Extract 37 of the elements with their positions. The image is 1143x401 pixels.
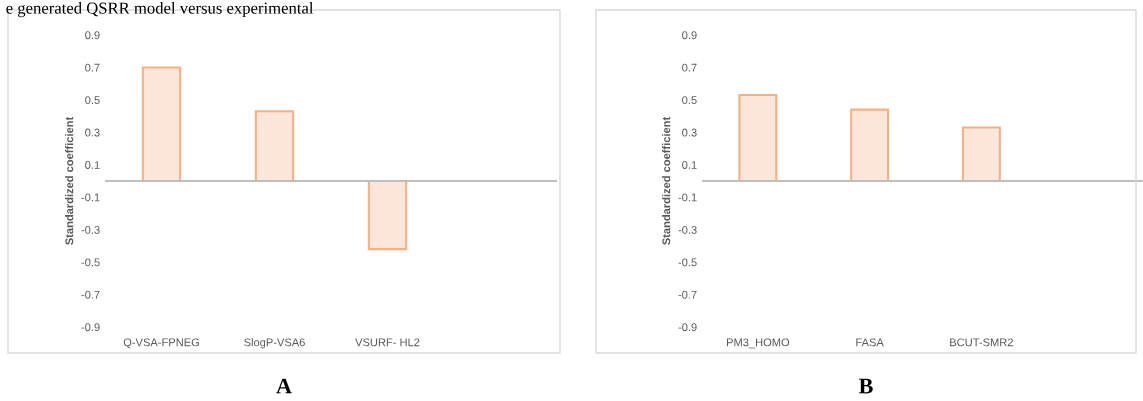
bar <box>961 126 1001 183</box>
y-tick-label: -0.3 <box>81 225 100 234</box>
y-tick-label: 0.3 <box>85 128 100 137</box>
y-axis-title: Standardized coefficient <box>662 116 671 245</box>
y-tick-label: -0.7 <box>678 290 697 299</box>
text: A <box>276 378 292 394</box>
bar <box>254 110 295 183</box>
y-tick-label: 0.7 <box>85 63 100 72</box>
bar <box>738 93 778 183</box>
y-tick-label: 0.7 <box>682 63 697 72</box>
text: e generated QSRR model versus experimental <box>6 2 314 18</box>
y-tick-label: -0.3 <box>678 225 697 234</box>
y-tick-label: -0.9 <box>678 323 697 332</box>
bar <box>141 66 182 183</box>
y-tick-label: 0.1 <box>682 161 697 169</box>
x-tick-label: Q-VSA-FPNEG <box>123 338 199 349</box>
bar <box>850 108 890 183</box>
y-tick-label: 0.5 <box>682 96 697 105</box>
x-tick-label: BCUT-SMR2 <box>950 338 1013 347</box>
y-tick-label: 0.5 <box>85 96 100 105</box>
y-tick-label: 0.9 <box>85 31 100 40</box>
y-tick-label: -0.7 <box>81 290 100 299</box>
bar <box>367 179 408 251</box>
y-tick-label: -0.1 <box>678 193 697 202</box>
y-axis-title: Standardized coefficient <box>65 116 74 245</box>
text: B <box>858 378 873 394</box>
y-tick-label: 0.9 <box>682 31 697 40</box>
x-tick-label: SlogP-VSA6 <box>244 338 305 349</box>
x-tick-label: VSURF- HL2 <box>355 338 420 347</box>
y-tick-label: -0.9 <box>81 323 100 332</box>
y-tick-label: -0.5 <box>678 258 697 267</box>
y-tick-label: 0.3 <box>682 128 697 137</box>
y-tick-label: -0.5 <box>81 258 100 267</box>
x-tick-label: FASA <box>856 338 884 347</box>
y-tick-label: 0.1 <box>85 161 100 169</box>
x-tick-label: PM3_HOMO <box>726 338 790 349</box>
y-tick-label: -0.1 <box>81 193 100 202</box>
